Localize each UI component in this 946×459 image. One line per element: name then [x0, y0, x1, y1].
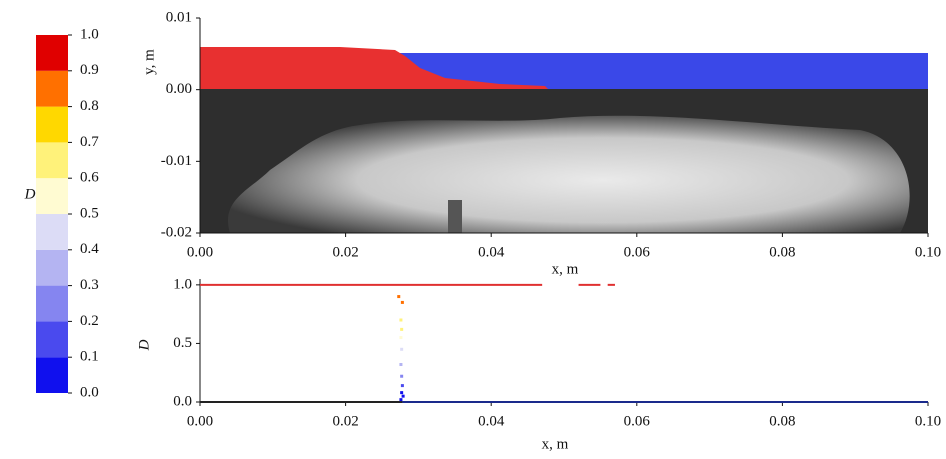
point [401, 394, 405, 398]
tick-label: 0.3 [80, 277, 99, 293]
color-band [36, 249, 68, 286]
photo [200, 89, 928, 233]
color-band [36, 357, 68, 393]
y-tick-label: -0.02 [161, 224, 192, 240]
y-axis-label: D [136, 339, 152, 351]
x-tick-label: 0.02 [332, 413, 358, 429]
point [397, 295, 401, 299]
tick-label: 1.0 [80, 26, 99, 42]
color-band [36, 70, 68, 107]
x-tick-label: 0.04 [478, 413, 505, 429]
x-tick-label: 0.08 [769, 413, 795, 429]
x-axis-label: x, m [542, 436, 569, 452]
color-band [36, 142, 68, 179]
y-tick-label: 0.0 [173, 393, 192, 409]
point [400, 374, 404, 378]
x-tick-label: 0.06 [624, 244, 651, 260]
x-tick-label: 0.04 [478, 244, 505, 260]
x-axis-label: x, m [552, 261, 579, 277]
x-tick-label: 0.00 [187, 244, 213, 260]
point [399, 398, 403, 402]
y-tick-label: 0.00 [166, 81, 192, 97]
x-tick-label: 0.10 [915, 413, 941, 429]
tick-label: 0.7 [80, 134, 99, 150]
y-axis-label: y, m [141, 49, 157, 75]
tick-label: 0.6 [80, 170, 99, 186]
tick-label: 0.4 [80, 241, 99, 257]
x-tick-label: 0.08 [769, 244, 795, 260]
color-band [36, 285, 68, 322]
y-tick-label: -0.01 [161, 153, 192, 169]
point [399, 363, 403, 367]
x-tick-label: 0.02 [332, 244, 358, 260]
tick-label: 0.1 [80, 349, 99, 365]
color-band [36, 178, 68, 214]
point [400, 347, 404, 351]
point [399, 336, 403, 340]
x-tick-label: 0.10 [915, 244, 941, 260]
color-band [36, 321, 68, 358]
colorbar-label: D [24, 186, 36, 202]
color-band [36, 35, 68, 71]
point [400, 300, 404, 304]
tick-label: 0.9 [80, 62, 99, 78]
tick-label: 0.0 [80, 384, 99, 400]
color-band [36, 214, 68, 250]
simulation [200, 47, 928, 89]
tick-label: 0.2 [80, 313, 99, 329]
tick-label: 0.5 [80, 205, 99, 221]
point [400, 327, 404, 331]
color-band [36, 106, 68, 143]
point [400, 384, 404, 388]
y-tick-label: 0.01 [166, 9, 192, 25]
x-tick-label: 0.00 [187, 413, 213, 429]
point [399, 318, 403, 322]
x-tick-label: 0.06 [624, 413, 651, 429]
y-tick-label: 1.0 [173, 276, 192, 292]
point [400, 391, 404, 395]
tick-label: 0.8 [80, 98, 99, 114]
y-tick-label: 0.5 [173, 335, 192, 351]
